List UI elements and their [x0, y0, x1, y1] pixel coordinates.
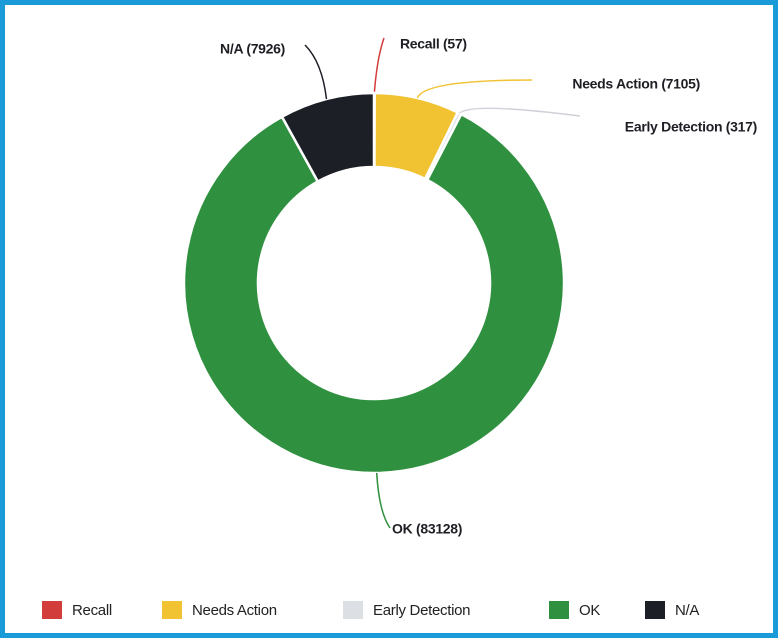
data-label: Early Detection (317)	[625, 119, 757, 135]
legend-swatch	[549, 601, 569, 619]
data-label: OK (83128)	[392, 521, 462, 537]
legend-swatch	[162, 601, 182, 619]
data-label: Recall (57)	[400, 36, 467, 52]
data-label: N/A (7926)	[220, 41, 285, 57]
legend-text: OK	[579, 602, 600, 619]
legend-text: N/A	[675, 602, 699, 619]
leader-line	[304, 44, 328, 100]
data-label: Needs Action (7105)	[572, 76, 700, 92]
donut-slice	[182, 112, 566, 475]
legend-text: Needs Action	[192, 602, 277, 619]
leader-line	[458, 107, 581, 117]
leader-line	[416, 79, 533, 99]
legend-swatch	[645, 601, 665, 619]
legend-swatch	[343, 601, 363, 619]
legend-text: Recall	[72, 602, 112, 619]
leader-line	[373, 37, 385, 94]
legend-text: Early Detection	[373, 602, 470, 619]
donut-slice	[280, 91, 376, 184]
legend-swatch	[42, 601, 62, 619]
leader-line	[375, 472, 391, 529]
